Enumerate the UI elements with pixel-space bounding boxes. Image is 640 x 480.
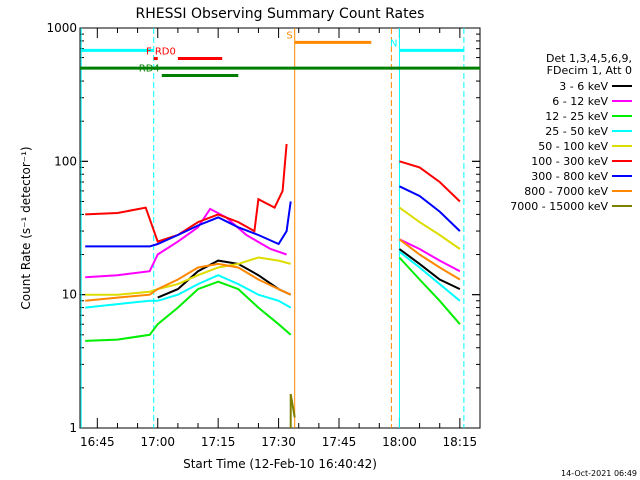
status-bar-label: N xyxy=(390,38,397,49)
legend-entry-label: 800 - 7000 keV xyxy=(524,185,608,198)
status-bar-label: N xyxy=(72,38,79,49)
series-line xyxy=(398,238,461,273)
series-line xyxy=(85,280,292,342)
legend: Det 1,3,4,5,6,9,FDecim 1, Att 0 3 - 6 keV… xyxy=(510,52,632,213)
legend-entry-label: 100 - 300 keV xyxy=(531,155,608,168)
series-line xyxy=(398,250,461,302)
status-bar-label: RD4 xyxy=(139,64,160,75)
x-tick-label: 17:00 xyxy=(140,435,175,449)
series-line xyxy=(399,160,461,203)
series-line xyxy=(85,207,287,279)
series-line xyxy=(85,201,292,248)
x-tick-label: 17:30 xyxy=(261,435,296,449)
legend-entry-label: 7000 - 15000 keV xyxy=(510,200,608,213)
series-line xyxy=(398,248,461,291)
plot-frame xyxy=(79,27,481,429)
x-tick-label: 17:15 xyxy=(201,435,236,449)
y-tick-label: 1 xyxy=(69,421,77,435)
series-line xyxy=(85,143,288,243)
series-line xyxy=(85,256,291,296)
series-line xyxy=(398,238,461,281)
legend-entry-label: 12 - 25 keV xyxy=(545,110,608,123)
legend-entry-label: 50 - 100 keV xyxy=(538,140,608,153)
legend-entry-label: 6 - 12 keV xyxy=(552,95,608,108)
legend-header: FDecim 1, Att 0 xyxy=(547,64,632,77)
legend-entry-label: 25 - 50 keV xyxy=(545,125,608,138)
plot-area: 1 10 100 1000 16:45 17:00 17:15 17:30 17:45 18:00… xyxy=(46,21,481,449)
series-line xyxy=(398,206,461,250)
x-tick-label: 18:00 xyxy=(382,435,417,449)
status-bar-label: S xyxy=(286,30,292,41)
series-line xyxy=(85,274,292,309)
chart-title: RHESSI Observing Summary Count Rates xyxy=(136,6,425,22)
y-tick-label: 1000 xyxy=(46,21,77,35)
x-tick-label: 16:45 xyxy=(80,435,115,449)
x-axis-label: Start Time (12-Feb-10 16:40:42) xyxy=(183,457,377,471)
series-line xyxy=(398,256,461,325)
series-line xyxy=(289,393,296,428)
data-layer: N N F RD0 RD4 S xyxy=(72,28,480,428)
series-line xyxy=(85,262,292,302)
x-tick-label: 17:45 xyxy=(322,435,357,449)
legend-header: Det 1,3,4,5,6,9, xyxy=(546,52,632,65)
x-tick-label: 18:15 xyxy=(443,435,478,449)
status-bar-label: F xyxy=(146,47,152,58)
legend-entry-label: 3 - 6 keV xyxy=(559,80,608,93)
status-bar-label: RD0 xyxy=(155,47,176,58)
y-tick-label: 100 xyxy=(54,154,77,168)
y-tick-label: 10 xyxy=(62,288,77,302)
y-axis-label: Count Rate (s⁻¹ detector⁻¹) xyxy=(19,146,33,309)
series-line xyxy=(398,185,461,232)
footer-date: 14-Oct-2021 06:49 xyxy=(561,469,637,478)
legend-entry-label: 300 - 800 keV xyxy=(531,170,608,183)
